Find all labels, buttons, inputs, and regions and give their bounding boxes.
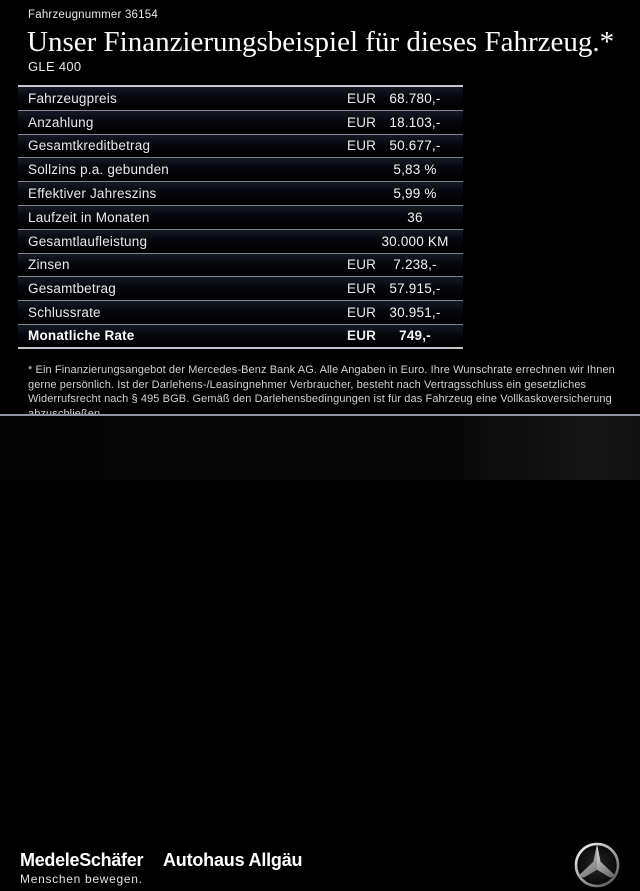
mercedes-star-icon	[571, 839, 623, 891]
row-label: Laufzeit in Monaten	[28, 209, 150, 225]
table-row: Gesamtkreditbetrag EUR 50.677,-	[18, 134, 463, 159]
vehicle-number: Fahrzeugnummer 36154	[28, 9, 158, 21]
table-row: Monatliche Rate EUR 749,-	[18, 324, 463, 349]
dealer-secondary-logo: Autohaus Allgäu	[163, 850, 303, 870]
table-row: Anzahlung EUR 18.103,-	[18, 110, 463, 135]
finance-offer-page: Fahrzeugnummer 36154 Unser Finanzierungs…	[0, 9, 640, 891]
row-value: 18.103,-	[389, 114, 441, 130]
row-value: 50.677,-	[389, 138, 441, 154]
row-currency: EUR	[347, 305, 377, 321]
row-value: 68.780,-	[389, 90, 441, 106]
page-title: Unser Finanzierungsbeispiel für dieses F…	[27, 26, 615, 58]
row-value: 30.000 KM	[381, 233, 449, 249]
table-row: Gesamtbetrag EUR 57.915,-	[18, 277, 463, 302]
row-currency: EUR	[347, 328, 377, 344]
row-label: Sollzins p.a. gebunden	[28, 162, 170, 178]
row-label: Gesamtlaufleistung	[28, 233, 148, 249]
footer-bar: MedeleSchäfer Autohaus Allgäu Menschen b…	[0, 414, 640, 891]
row-value: 36	[407, 209, 423, 225]
table-row: Sollzins p.a. gebunden 5,83 %	[18, 158, 463, 183]
row-currency: EUR	[347, 138, 377, 154]
row-label: Zinsen	[28, 257, 70, 273]
row-label: Anzahlung	[28, 114, 94, 130]
row-value: 7.238,-	[393, 257, 437, 273]
finance-table: Fahrzeugpreis EUR 68.780,- Anzahlung EUR…	[18, 85, 463, 349]
table-row: Gesamtlaufleistung 30.000 KM	[18, 229, 463, 254]
row-value: 57.915,-	[389, 281, 441, 297]
row-currency: EUR	[347, 90, 377, 106]
table-row: Schlussrate EUR 30.951,-	[18, 301, 463, 325]
row-label: Schlussrate	[28, 305, 101, 321]
row-value: 749,-	[399, 328, 431, 344]
row-currency: EUR	[347, 257, 377, 273]
dealer-tagline: Menschen bewegen.	[20, 872, 143, 886]
footnote: * Ein Finanzierungsangebot der Mercedes-…	[28, 364, 615, 420]
table-row: Effektiver Jahreszins 5,99 %	[18, 182, 463, 206]
row-value: 5,83 %	[393, 162, 437, 178]
row-currency: EUR	[347, 281, 377, 297]
dealer-logo: MedeleSchäfer	[20, 850, 144, 870]
row-value: 30.951,-	[389, 305, 441, 321]
table-row: Fahrzeugpreis EUR 68.780,-	[18, 87, 463, 111]
row-label: Fahrzeugpreis	[28, 90, 117, 106]
row-label: Gesamtbetrag	[28, 281, 116, 297]
table-row: Laufzeit in Monaten 36	[18, 205, 463, 230]
row-value: 5,99 %	[393, 186, 437, 202]
row-label: Gesamtkreditbetrag	[28, 138, 151, 154]
row-label: Monatliche Rate	[28, 328, 135, 344]
row-label: Effektiver Jahreszins	[28, 186, 157, 202]
row-currency: EUR	[347, 114, 377, 130]
vehicle-model: GLE 400	[28, 59, 82, 74]
table-row: Zinsen EUR 7.238,-	[18, 253, 463, 278]
